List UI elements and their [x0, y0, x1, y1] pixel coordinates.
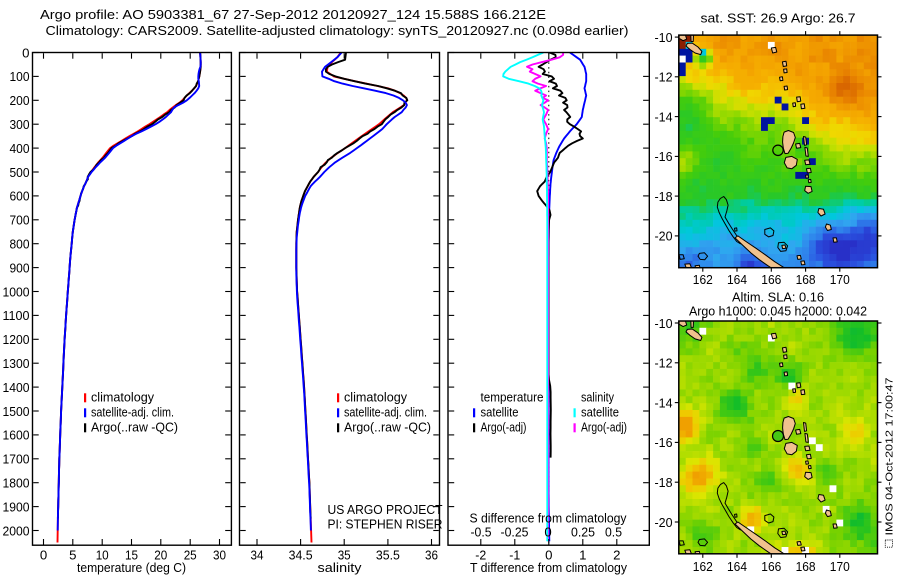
svg-text:162: 162 [693, 272, 713, 287]
svg-text:2: 2 [613, 548, 620, 563]
svg-text:30: 30 [213, 548, 226, 563]
svg-text:1300: 1300 [3, 356, 30, 371]
svg-text:Altim. SLA: 0.16: Altim. SLA: 0.16 [732, 290, 824, 305]
svg-text:168: 168 [796, 559, 816, 574]
svg-text:-1: -1 [509, 548, 520, 563]
svg-text:-2: -2 [475, 548, 486, 563]
svg-text:Argo h1000: 0.045 h2000: 0.042: Argo h1000: 0.045 h2000: 0.042 [689, 304, 867, 319]
svg-text:Climatology: CARS2009. Satelli: Climatology: CARS2009. Satellite-adjuste… [46, 23, 629, 38]
svg-text:100: 100 [10, 69, 30, 84]
svg-text:Argo(-adj): Argo(-adj) [581, 421, 627, 435]
svg-text:1400: 1400 [3, 380, 30, 395]
svg-text:US ARGO PROJECT: US ARGO PROJECT [328, 502, 443, 517]
svg-text:Argo profile: AO 5903381_67 27: Argo profile: AO 5903381_67 27-Sep-2012 … [40, 7, 546, 22]
svg-text:400: 400 [10, 141, 30, 156]
svg-text:-0.25: -0.25 [501, 525, 529, 540]
svg-text:34.5: 34.5 [289, 548, 313, 563]
svg-text:600: 600 [10, 189, 30, 204]
svg-text:5: 5 [69, 548, 76, 563]
svg-text:36: 36 [425, 548, 438, 563]
svg-text:0.25: 0.25 [571, 525, 595, 540]
svg-text:162: 162 [693, 559, 713, 574]
svg-text:170: 170 [830, 272, 850, 287]
svg-text:1000: 1000 [3, 284, 30, 299]
svg-text:climatology: climatology [91, 391, 155, 405]
svg-text:20: 20 [154, 548, 167, 563]
svg-text:10: 10 [96, 548, 109, 563]
svg-text:25: 25 [184, 548, 197, 563]
svg-text:166: 166 [761, 272, 781, 287]
svg-text:34: 34 [251, 548, 264, 563]
svg-text:T difference from climatology: T difference from climatology [470, 560, 627, 575]
svg-text:0: 0 [545, 548, 552, 563]
svg-text:S difference from climatology: S difference from climatology [470, 511, 627, 526]
svg-text:Argo(-adj): Argo(-adj) [481, 421, 527, 435]
svg-text:168: 168 [796, 272, 816, 287]
svg-text:Argo(..raw -QC): Argo(..raw -QC) [344, 421, 431, 435]
svg-text:-0.5: -0.5 [471, 525, 492, 540]
svg-text:Argo(..raw -QC): Argo(..raw -QC) [91, 421, 178, 435]
svg-text:1: 1 [579, 548, 586, 563]
svg-text:-12: -12 [655, 70, 673, 85]
svg-text:900: 900 [10, 260, 30, 275]
svg-text:300: 300 [10, 117, 30, 132]
svg-text:sat. SST: 26.9 Argo: 26.7: sat. SST: 26.9 Argo: 26.7 [701, 11, 856, 26]
svg-text:0: 0 [40, 548, 47, 563]
svg-text:35.5: 35.5 [376, 548, 400, 563]
svg-text:15: 15 [125, 548, 138, 563]
svg-text:salinity: salinity [581, 391, 615, 405]
svg-text:climatology: climatology [344, 391, 408, 405]
svg-text:satellite: satellite [481, 406, 519, 420]
svg-text:satellite: satellite [581, 406, 619, 420]
svg-text:0: 0 [544, 525, 551, 540]
svg-text:-20: -20 [655, 515, 673, 530]
svg-text:IMOS 04-Oct-2012 17:00:47: IMOS 04-Oct-2012 17:00:47 [884, 377, 895, 535]
svg-text:1100: 1100 [3, 308, 30, 323]
svg-text:2000: 2000 [3, 523, 30, 538]
svg-text:1800: 1800 [3, 476, 30, 491]
svg-text:temperature (deg C): temperature (deg C) [77, 560, 186, 575]
svg-text:salinity: salinity [318, 560, 362, 575]
svg-text:0.5: 0.5 [605, 525, 622, 540]
svg-text:1900: 1900 [3, 499, 30, 514]
svg-text:1200: 1200 [3, 332, 30, 347]
svg-text:-14: -14 [655, 395, 673, 410]
svg-text:-18: -18 [655, 475, 673, 490]
svg-text:temperature: temperature [481, 391, 544, 405]
svg-text:800: 800 [10, 237, 30, 252]
svg-text:200: 200 [10, 93, 30, 108]
svg-text:-12: -12 [655, 356, 673, 371]
svg-text:-16: -16 [655, 435, 673, 450]
svg-text:170: 170 [830, 559, 850, 574]
svg-text:0: 0 [22, 45, 29, 60]
svg-text:166: 166 [761, 559, 781, 574]
svg-text:500: 500 [10, 165, 30, 180]
svg-text:-14: -14 [655, 109, 673, 124]
svg-text:satellite-adj. clim.: satellite-adj. clim. [344, 406, 427, 420]
svg-text:-10: -10 [655, 30, 673, 45]
svg-text:satellite-adj. clim.: satellite-adj. clim. [91, 406, 174, 420]
svg-text:700: 700 [10, 213, 30, 228]
svg-text:-10: -10 [655, 316, 673, 331]
svg-text:164: 164 [727, 559, 747, 574]
svg-text:1700: 1700 [3, 452, 30, 467]
svg-text:1600: 1600 [3, 428, 30, 443]
svg-text:-20: -20 [655, 229, 673, 244]
svg-text:164: 164 [727, 272, 747, 287]
svg-text:-18: -18 [655, 189, 673, 204]
svg-text:-16: -16 [655, 149, 673, 164]
svg-text:1500: 1500 [3, 404, 30, 419]
svg-text:35: 35 [338, 548, 351, 563]
svg-text:PI: STEPHEN RISER: PI: STEPHEN RISER [328, 517, 443, 532]
